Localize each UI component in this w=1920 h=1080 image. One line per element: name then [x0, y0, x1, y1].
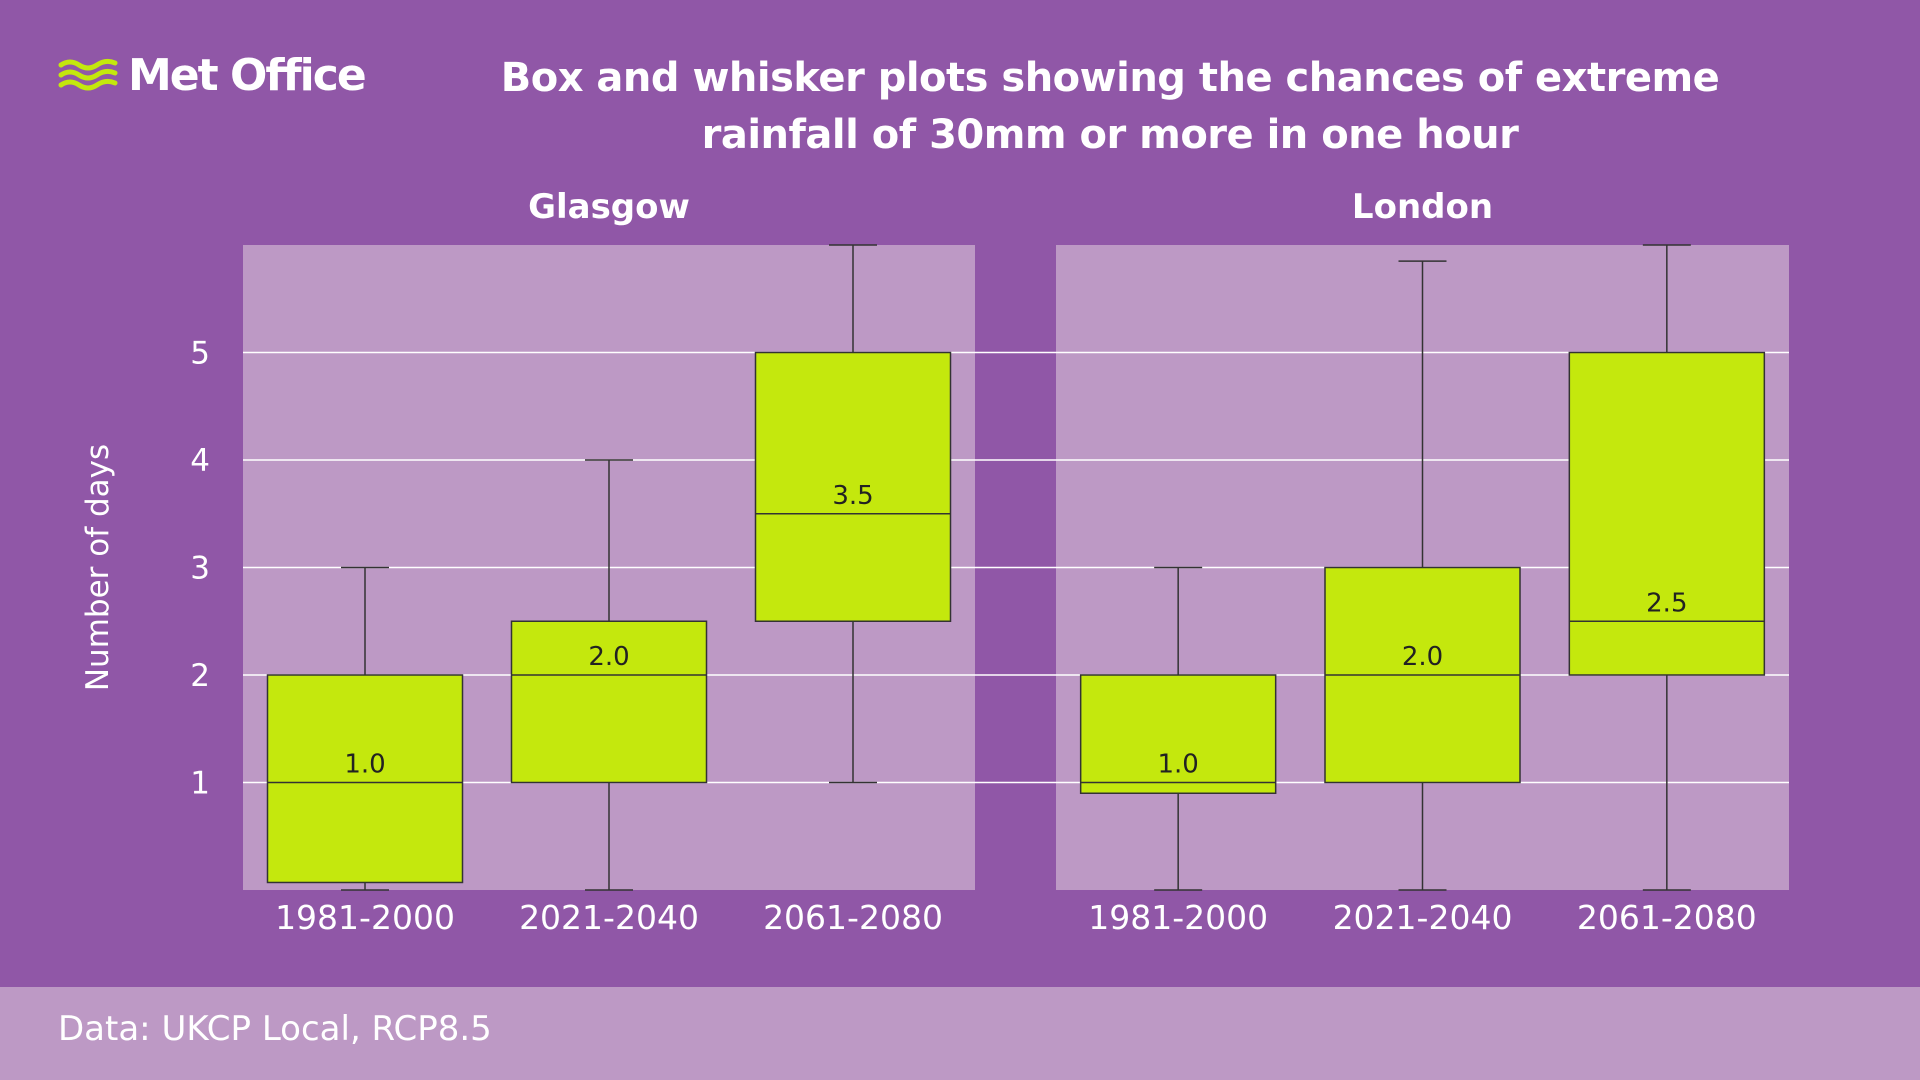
box-1981-2000 — [1079, 674, 1277, 794]
y-tick-label: 3 — [190, 551, 210, 587]
box-1981-2000 — [266, 674, 464, 884]
box-2061-2080 — [1568, 351, 1766, 676]
chart-title-line-1: Box and whisker plots showing the chance… — [500, 55, 1720, 101]
chart-title: Box and whisker plots showing the chance… — [440, 50, 1780, 164]
x-tick-label: 1981-2000 — [275, 898, 455, 937]
y-tick-label: 4 — [190, 443, 210, 479]
x-tick-label: 2061-2080 — [1577, 898, 1757, 937]
x-tick-label: 2021-2040 — [1333, 898, 1513, 937]
wave-icon — [58, 58, 118, 90]
y-tick-label: 2 — [190, 658, 210, 694]
y-tick-label: 1 — [190, 766, 210, 802]
panel-title: Glasgow — [528, 187, 690, 227]
x-tick-label: 2061-2080 — [763, 898, 943, 937]
footer-bar: Data: UKCP Local, RCP8.5 — [0, 987, 1920, 1080]
x-tick-label: 1981-2000 — [1088, 898, 1268, 937]
y-tick-label: 5 — [190, 336, 210, 372]
median-label: 1.0 — [344, 750, 385, 780]
x-tick-label: 2021-2040 — [519, 898, 699, 937]
box-2061-2080 — [754, 351, 952, 622]
data-source: Data: UKCP Local, RCP8.5 — [58, 1009, 492, 1049]
chart-title-line-2: rainfall of 30mm or more in one hour — [701, 112, 1519, 158]
box-plot-chart: Glasgow London 1 2 3 4 5 Number of days 1.0 1981-… — [80, 187, 1789, 937]
median-label: 2.0 — [1402, 642, 1443, 672]
median-label: 3.5 — [832, 481, 873, 511]
median-label: 1.0 — [1157, 750, 1198, 780]
y-axis-label: Number of days — [80, 444, 116, 691]
met-office-logo: Met Office — [58, 50, 367, 101]
panel-title: London — [1352, 187, 1493, 227]
box-2021-2040 — [510, 620, 708, 784]
median-label: 2.0 — [588, 642, 629, 672]
median-label: 2.5 — [1646, 588, 1687, 618]
brand-name: Met Office — [128, 50, 367, 101]
